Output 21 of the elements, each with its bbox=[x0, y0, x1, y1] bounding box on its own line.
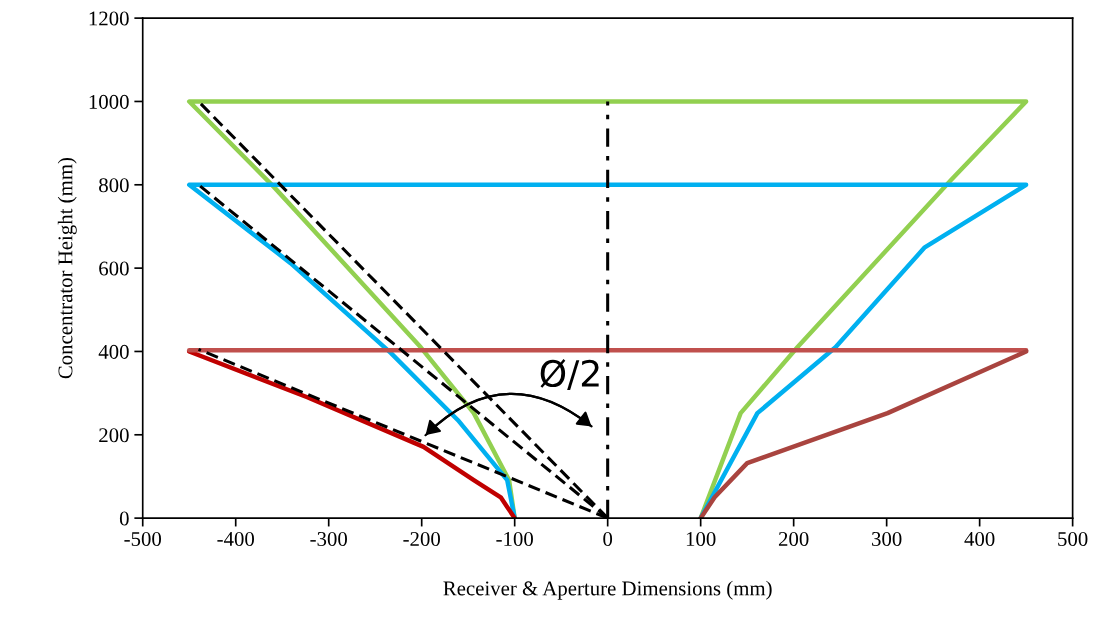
x-tick-label: 100 bbox=[686, 531, 716, 546]
x-tick-label: -100 bbox=[496, 531, 533, 546]
annotation: Ø/2 bbox=[540, 359, 599, 390]
x-tick-label: 0 bbox=[603, 531, 613, 546]
y-tick-label: 1000 bbox=[89, 94, 129, 109]
y-tick-label: 600 bbox=[99, 261, 129, 276]
x-tick-label: -500 bbox=[124, 531, 162, 546]
y-tick-label: 800 bbox=[99, 178, 129, 193]
x-tick-label: -300 bbox=[310, 531, 347, 546]
x-tick-label: -400 bbox=[217, 531, 255, 546]
y-axis-title: Concentrator Height (mm) bbox=[57, 157, 77, 379]
x-tick-label: 200 bbox=[778, 531, 809, 546]
y-tick-label: 400 bbox=[98, 344, 129, 359]
x-tick-label: 500 bbox=[1058, 531, 1088, 546]
x-tick-label: 400 bbox=[964, 531, 995, 546]
y-tick-label: 0 bbox=[119, 511, 129, 526]
y-tick-label: 1200 bbox=[89, 11, 129, 26]
x-tick-label: -200 bbox=[403, 531, 440, 546]
x-tick-label: 300 bbox=[872, 531, 902, 546]
y-tick-label: 200 bbox=[99, 428, 129, 443]
x-axis-title: Receiver & Aperture Dimensions (mm) bbox=[443, 580, 772, 600]
